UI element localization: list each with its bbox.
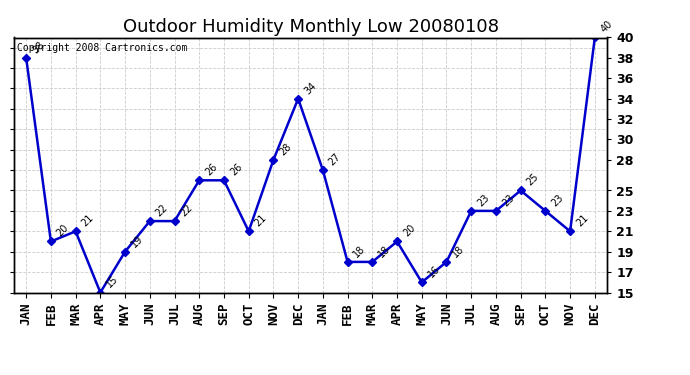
- Text: 40: 40: [599, 19, 615, 35]
- Text: 18: 18: [451, 243, 466, 259]
- Text: 23: 23: [549, 192, 565, 208]
- Text: 27: 27: [327, 152, 343, 167]
- Text: 21: 21: [574, 213, 590, 228]
- Text: 18: 18: [352, 243, 368, 259]
- Text: 28: 28: [277, 141, 293, 157]
- Text: 22: 22: [154, 202, 170, 218]
- Text: 23: 23: [500, 192, 516, 208]
- Text: 21: 21: [80, 213, 96, 228]
- Text: 16: 16: [426, 264, 442, 279]
- Text: 20: 20: [401, 223, 417, 239]
- Text: 38: 38: [30, 39, 46, 55]
- Text: 26: 26: [228, 162, 244, 177]
- Text: Copyright 2008 Cartronics.com: Copyright 2008 Cartronics.com: [17, 43, 187, 52]
- Text: 34: 34: [302, 80, 318, 96]
- Text: 19: 19: [129, 233, 145, 249]
- Text: 21: 21: [253, 213, 268, 228]
- Text: 23: 23: [475, 192, 491, 208]
- Text: 26: 26: [204, 162, 219, 177]
- Text: 22: 22: [179, 202, 195, 218]
- Text: 18: 18: [377, 243, 392, 259]
- Text: 15: 15: [104, 274, 120, 290]
- Text: 25: 25: [525, 172, 541, 188]
- Text: 20: 20: [55, 223, 71, 239]
- Title: Outdoor Humidity Monthly Low 20080108: Outdoor Humidity Monthly Low 20080108: [123, 18, 498, 36]
